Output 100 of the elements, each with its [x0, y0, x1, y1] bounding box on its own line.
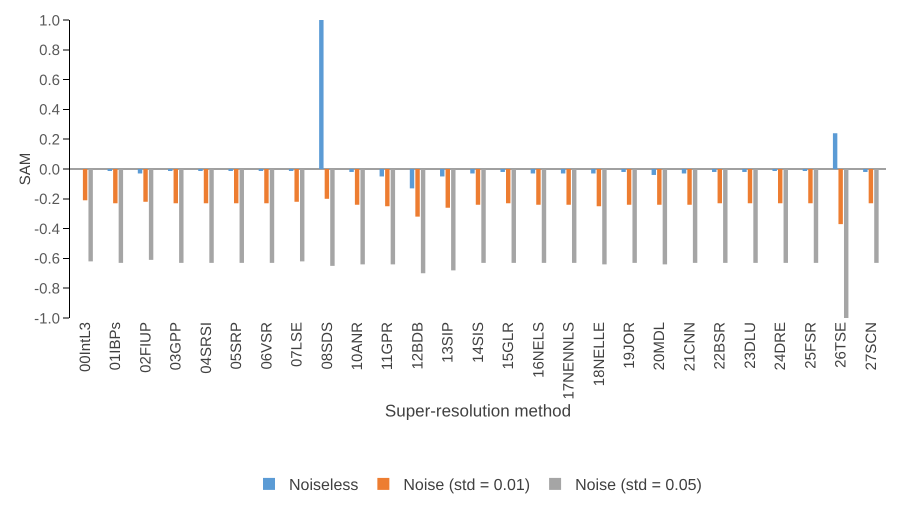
bar	[868, 169, 874, 204]
bar	[138, 169, 142, 174]
bar	[324, 169, 330, 199]
bar	[626, 169, 632, 205]
bar	[814, 169, 818, 263]
bar	[591, 169, 596, 174]
bar	[560, 169, 566, 174]
legend-label: Noiseless	[289, 477, 358, 494]
y-tick-label: 0.0	[39, 161, 60, 178]
bar	[682, 169, 686, 174]
bar	[596, 169, 602, 206]
bar	[143, 169, 148, 202]
bar	[542, 169, 546, 263]
x-tick-label: 23DLU	[742, 322, 759, 369]
y-tick-label: -0.2	[34, 191, 60, 208]
bar	[240, 169, 244, 263]
y-tick-label: 0.6	[39, 72, 60, 89]
bar	[621, 169, 626, 172]
x-tick-label: 20MDL	[651, 322, 668, 370]
y-tick-label: 1.0	[39, 12, 60, 30]
bar	[784, 169, 788, 263]
bar	[209, 169, 214, 263]
bar	[174, 169, 178, 204]
bar	[440, 169, 444, 176]
bar	[476, 169, 480, 205]
x-tick-label: 11GPR	[379, 322, 396, 370]
bar	[234, 169, 238, 204]
bar	[148, 169, 154, 260]
bar	[415, 169, 420, 217]
bar	[385, 169, 390, 206]
x-tick-label: 13SIP	[440, 322, 457, 363]
x-tick-label: 24DRE	[772, 322, 790, 370]
bar	[687, 169, 692, 205]
bar	[632, 169, 637, 263]
bar	[662, 169, 668, 264]
x-tick-label: 04SRSI	[198, 322, 215, 374]
bar	[451, 169, 456, 270]
x-tick-label: 18NELLE	[590, 322, 608, 386]
bar	[179, 169, 184, 263]
bar	[113, 169, 118, 204]
bar	[264, 169, 269, 204]
x-tick-label: 08SDS	[318, 322, 336, 370]
x-tick-label: 19JOR	[620, 322, 638, 369]
x-tick-label: 27SCN	[862, 322, 880, 370]
bar	[748, 169, 752, 204]
bar	[410, 169, 414, 188]
x-tick-label: 26TSE	[832, 322, 850, 368]
bar	[88, 169, 93, 262]
bar	[360, 169, 365, 264]
bar	[742, 169, 747, 172]
y-tick-label: -0.4	[34, 220, 60, 238]
x-tick-label: 10ANR	[348, 322, 366, 370]
bar	[500, 169, 505, 172]
y-axis-title: SAM	[17, 152, 34, 186]
bar	[390, 169, 396, 264]
bar	[832, 133, 838, 169]
x-tick-label: 01IBPs	[107, 322, 124, 370]
bar	[530, 169, 536, 174]
y-tick-label: 0.2	[39, 131, 60, 148]
bar	[712, 169, 716, 172]
x-axis-title: Super-resolution method	[384, 402, 572, 421]
bar	[380, 169, 384, 176]
x-tick-label: 03GPP	[168, 322, 185, 370]
bar	[657, 169, 662, 205]
bar	[723, 169, 728, 263]
legend-label: Noise (std = 0.01)	[403, 477, 530, 494]
bar	[294, 169, 299, 202]
x-tick-label: 14SIS	[470, 322, 487, 363]
x-tick-label: 21CNN	[681, 322, 698, 372]
x-tick-label: 06VSR	[258, 322, 276, 370]
x-tick-label: 00IntL3	[76, 322, 94, 372]
legend-label: Noise (std = 0.05)	[575, 477, 702, 494]
y-tick-label: 0.4	[39, 102, 60, 119]
bar	[354, 169, 360, 205]
x-tick-label: 02FIUP	[137, 322, 154, 373]
bar	[506, 169, 510, 204]
bar	[470, 169, 475, 174]
x-tick-label: 12BDB	[409, 322, 426, 370]
bar	[602, 169, 607, 264]
bar	[844, 169, 848, 318]
bar	[874, 169, 879, 263]
bar	[82, 169, 88, 200]
bar	[118, 169, 124, 263]
bar	[692, 169, 698, 263]
y-tick-label: -0.6	[34, 250, 60, 268]
bar	[863, 169, 868, 172]
bar	[753, 169, 758, 263]
bar	[446, 169, 450, 208]
x-tick-label: 16NELS	[530, 322, 548, 378]
x-tick-label: 22BSR	[712, 322, 729, 370]
bar	[349, 169, 354, 172]
bar	[512, 169, 516, 263]
bar	[838, 169, 843, 224]
bar	[420, 169, 426, 274]
x-tick-label: 15GLR	[500, 322, 518, 370]
y-tick-label: 0.8	[39, 42, 60, 60]
y-tick-label: -0.8	[34, 280, 60, 298]
bar	[572, 169, 576, 263]
bar	[319, 20, 324, 169]
bar	[652, 169, 656, 175]
